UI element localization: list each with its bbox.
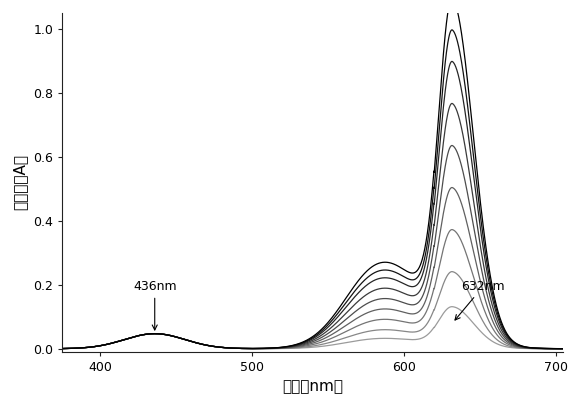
Text: 632nm: 632nm xyxy=(455,280,505,320)
Y-axis label: 吸光度（A）: 吸光度（A） xyxy=(13,154,27,210)
Text: 436nm: 436nm xyxy=(133,280,177,330)
X-axis label: 波长（nm）: 波长（nm） xyxy=(282,379,343,394)
